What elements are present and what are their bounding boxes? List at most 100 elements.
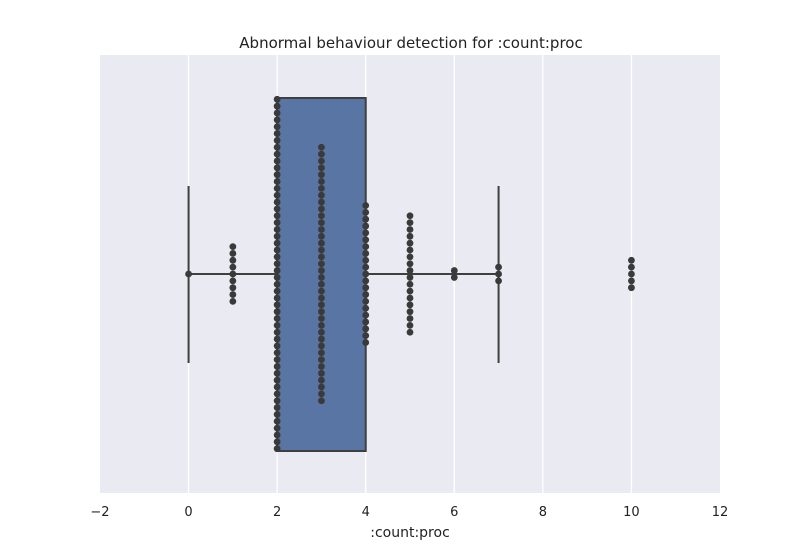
swarm-point	[450, 274, 458, 281]
swarm-point	[229, 284, 237, 292]
swarm-point	[318, 356, 325, 364]
swarm-point	[318, 143, 325, 151]
swarm-point	[406, 232, 414, 240]
swarm-point	[406, 287, 414, 295]
swarm-point	[318, 315, 325, 322]
swarm-point	[362, 236, 370, 244]
swarm-point	[273, 280, 281, 288]
swarm-point	[406, 253, 414, 261]
swarm-point	[273, 267, 281, 274]
swarm-point	[273, 404, 281, 411]
swarm-point	[318, 150, 325, 158]
swarm-point	[273, 232, 281, 240]
swarm-point	[318, 260, 325, 268]
swarm-point	[273, 349, 281, 357]
swarm-point	[273, 212, 281, 220]
swarm-point	[273, 390, 281, 398]
swarm-point	[362, 263, 370, 271]
swarm-point	[406, 280, 414, 288]
swarm-point	[273, 253, 281, 261]
swarm-point	[628, 284, 635, 292]
swarm-point	[318, 390, 325, 398]
swarm-point	[318, 349, 325, 357]
swarm-point	[450, 267, 458, 274]
swarm-point	[318, 267, 325, 274]
swarm-point	[362, 311, 370, 319]
swarm-point	[362, 277, 370, 285]
swarm-point	[273, 445, 281, 453]
chart-title: Abnormal behaviour detection for :count:…	[239, 34, 582, 52]
swarm-point	[273, 150, 281, 158]
swarm-point	[273, 239, 281, 247]
swarm-point	[318, 294, 325, 302]
swarm-point	[318, 232, 325, 240]
swarm-point	[273, 287, 281, 295]
swarm-point	[362, 291, 370, 298]
swarm-point	[273, 178, 281, 185]
swarm-point	[273, 246, 281, 254]
x-tick-label: 2	[273, 505, 281, 520]
swarm-point	[273, 438, 281, 446]
swarm-point	[229, 263, 237, 271]
swarm-point	[318, 383, 325, 391]
swarm-point	[406, 260, 414, 268]
swarm-point	[318, 328, 325, 336]
swarm-point	[273, 356, 281, 364]
swarm-point	[229, 250, 237, 257]
swarm-point	[628, 270, 635, 278]
swarm-point	[362, 250, 370, 257]
swarm-point	[273, 198, 281, 206]
swarm-point	[318, 246, 325, 254]
swarm-point	[318, 164, 325, 172]
swarm-point	[362, 256, 370, 264]
swarm-point	[273, 397, 281, 405]
x-tick-label: 10	[623, 505, 640, 520]
swarm-point	[229, 277, 237, 285]
swarm-point	[273, 301, 281, 309]
swarm-point	[362, 243, 370, 251]
swarm-point	[628, 256, 635, 264]
swarm-point	[318, 212, 325, 220]
swarm-point	[273, 102, 281, 110]
swarm-point	[273, 411, 281, 418]
swarm-point	[318, 239, 325, 247]
swarm-point	[406, 321, 414, 329]
swarm-point	[273, 191, 281, 199]
swarm-point	[273, 260, 281, 268]
swarm-point	[273, 321, 281, 329]
swarm-point	[362, 202, 370, 209]
swarm-point	[362, 298, 370, 305]
swarm-point	[406, 267, 414, 274]
swarm-point	[406, 246, 414, 254]
swarm-point	[229, 243, 237, 251]
swarm-point	[318, 301, 325, 309]
swarm-point	[362, 325, 370, 333]
swarm-point	[229, 291, 237, 298]
swarm-point	[273, 95, 281, 103]
x-tick-label: 6	[450, 505, 458, 520]
swarm-point	[229, 270, 237, 278]
swarm-point	[273, 109, 281, 117]
swarm-point	[273, 184, 281, 192]
swarm-point	[318, 397, 325, 405]
swarm-point	[273, 335, 281, 343]
swarm-point	[273, 116, 281, 124]
swarm-point	[273, 137, 281, 144]
swarm-point	[318, 219, 325, 227]
swarm-point	[273, 123, 281, 131]
swarm-point	[273, 171, 281, 179]
x-tick-label: 12	[712, 505, 729, 520]
swarm-point	[273, 130, 281, 137]
x-tick-label: 0	[184, 505, 192, 520]
swarm-point	[273, 308, 281, 316]
x-tick-label: 4	[362, 505, 370, 520]
x-axis-ticks: −2 0 2 4 6 8 10 12	[90, 505, 728, 520]
swarm-point	[362, 222, 370, 230]
swarm-point	[273, 431, 281, 439]
swarm-point	[406, 226, 414, 233]
x-tick-label: −2	[90, 505, 109, 520]
swarm-point	[406, 328, 414, 336]
swarm-point	[318, 342, 325, 350]
swarm-point	[273, 328, 281, 336]
